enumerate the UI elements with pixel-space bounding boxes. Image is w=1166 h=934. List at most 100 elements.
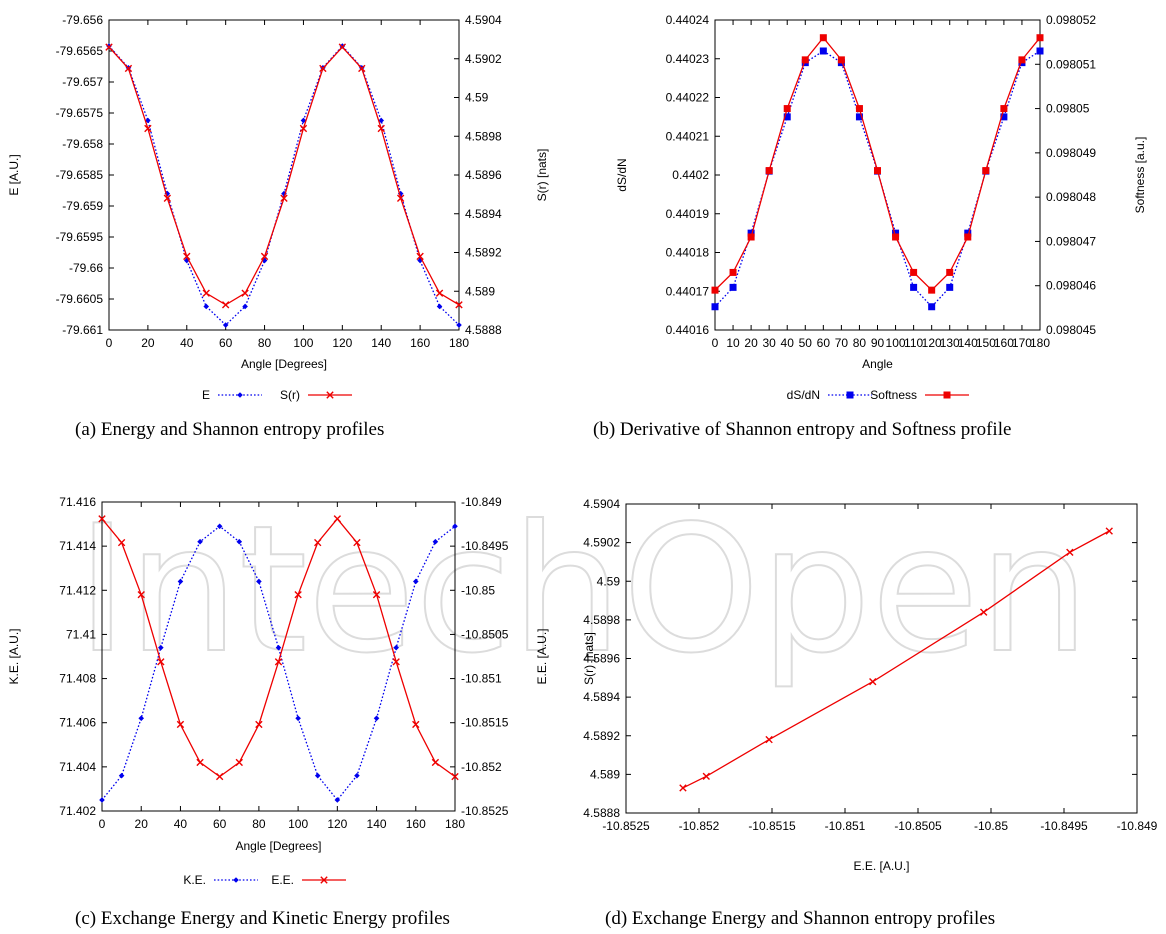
y-tick-label-left: 0.4402 (672, 168, 709, 182)
data-point-2 (1000, 105, 1008, 113)
y-axis-label-left: dS/dN (615, 158, 629, 191)
x-tick-label: 160 (994, 336, 1014, 350)
x-tick-label: 60 (213, 817, 227, 831)
data-point-1 (928, 303, 936, 311)
data-point-1 (300, 117, 307, 124)
y-tick-label-left: 71.406 (59, 716, 96, 730)
x-tick-label: 10 (726, 336, 740, 350)
x-tick-label: -10.85 (974, 819, 1008, 833)
data-point-2 (396, 194, 405, 202)
x-tick-label: 140 (371, 336, 391, 350)
x-tick-label: 140 (367, 817, 387, 831)
data-point-2 (392, 658, 400, 666)
data-point-2 (241, 289, 249, 297)
y-tick-label-left: -79.658 (62, 137, 103, 151)
plot-frame (101, 501, 456, 812)
data-point-2 (280, 194, 288, 202)
data-point-2 (783, 105, 791, 113)
data-point-2 (892, 233, 900, 241)
y-tick-label-left: 0.44018 (666, 246, 710, 260)
x-tick-label: 80 (853, 336, 867, 350)
x-tick-label: 60 (219, 336, 233, 350)
data-point-1 (295, 715, 301, 722)
x-tick-label: 170 (1012, 336, 1032, 350)
data-point-2 (137, 591, 145, 599)
data-point-2 (255, 720, 263, 729)
x-tick-label: 40 (180, 336, 194, 350)
y-tick-label-right: 0.09805 (1046, 102, 1090, 116)
data-point-1 (222, 322, 229, 328)
data-point-1 (1000, 113, 1008, 121)
y-tick-label-left: 0.44016 (666, 323, 710, 337)
data-point-2 (274, 658, 283, 666)
data-point-2 (163, 194, 172, 202)
data-point-1 (436, 303, 443, 310)
y-tick-label-left: 71.416 (59, 495, 96, 509)
series-line-2 (714, 36, 1041, 292)
data-point-1 (183, 257, 190, 264)
y-tick-label-left: 0.44022 (666, 91, 710, 105)
data-point-1 (1036, 47, 1044, 55)
y-tick-label-left: 4.5896 (583, 652, 620, 666)
series-line-1 (714, 50, 1041, 308)
x-tick-label: 40 (174, 817, 188, 831)
data-point-1 (892, 229, 900, 237)
data-point-1 (729, 283, 737, 291)
y-tick-label-right: 0.098051 (1046, 57, 1096, 71)
legend-marker-1 (233, 877, 239, 883)
x-tick-label: 20 (141, 336, 155, 350)
y-tick-label-left: -79.6605 (56, 292, 104, 306)
x-tick-label: -10.851 (825, 819, 866, 833)
data-point-1 (378, 117, 385, 124)
data-point-1 (145, 117, 151, 124)
y-tick-label-left: -79.6585 (56, 168, 104, 182)
x-tick-label: 120 (922, 336, 942, 350)
data-point-2 (837, 56, 845, 64)
data-point-2 (765, 167, 773, 175)
data-point-1 (354, 772, 360, 779)
x-tick-label: -10.8495 (1040, 819, 1088, 833)
data-point-2 (455, 301, 463, 309)
data-point-1 (1066, 548, 1074, 556)
data-point-1 (216, 523, 223, 530)
data-point-2 (358, 64, 366, 73)
y-tick-label-right: -10.852 (461, 760, 502, 774)
data-point-2 (377, 124, 385, 133)
y-axis-label-right: Softness [a.u.] (1133, 137, 1147, 214)
x-tick-label: 180 (445, 817, 465, 831)
data-point-1 (679, 784, 687, 792)
data-point-2 (372, 591, 381, 599)
data-point-2 (747, 233, 755, 241)
x-tick-label: 180 (1030, 336, 1050, 350)
data-point-1 (702, 772, 710, 781)
y-tick-label-left: 4.5902 (583, 536, 620, 550)
data-point-1 (452, 523, 458, 530)
x-tick-label: -10.849 (1117, 819, 1158, 833)
data-point-1 (747, 229, 755, 237)
y-tick-label-right: 0.098047 (1046, 234, 1096, 248)
data-point-2 (117, 538, 126, 547)
legend-label-1: K.E. (183, 873, 206, 887)
y-tick-label-right: 4.589 (465, 284, 495, 298)
data-point-2 (801, 56, 809, 64)
data-point-1 (203, 303, 210, 310)
legend-marker-1 (237, 392, 243, 398)
y-tick-label-left: 4.59 (597, 574, 621, 588)
x-tick-label: -10.852 (679, 819, 720, 833)
data-point-2 (874, 167, 881, 175)
data-point-1 (412, 578, 419, 585)
y-axis-label-right: S(r) [nats] (535, 149, 549, 202)
y-tick-label-left: 4.5894 (583, 690, 620, 704)
x-tick-label: 60 (817, 336, 831, 350)
y-tick-label-left: -79.661 (62, 323, 103, 337)
data-point-2 (221, 301, 230, 309)
y-tick-label-right: 4.5898 (465, 129, 502, 143)
data-point-2 (1036, 34, 1044, 42)
y-tick-label-left: 4.5892 (583, 729, 620, 743)
y-tick-label-right: 4.5902 (465, 52, 502, 66)
y-tick-label-left: 71.404 (59, 760, 96, 774)
data-point-1 (432, 538, 439, 545)
legend-label-2: E.E. (271, 873, 294, 887)
data-point-1 (910, 283, 918, 291)
